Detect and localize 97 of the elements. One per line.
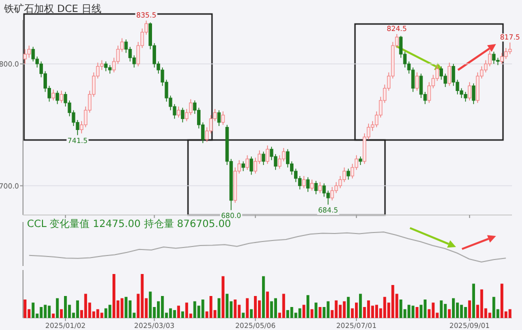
bar xyxy=(258,300,261,318)
bar xyxy=(266,292,269,318)
candlestick xyxy=(500,52,504,64)
candlestick xyxy=(342,167,346,182)
bar xyxy=(128,300,132,318)
bar xyxy=(448,309,451,318)
candlestick xyxy=(246,154,250,170)
candlestick xyxy=(415,72,419,92)
bar xyxy=(161,296,164,318)
bar xyxy=(242,312,245,318)
bar xyxy=(318,307,322,318)
candlestick xyxy=(310,179,314,192)
bar xyxy=(120,298,124,318)
candlestick xyxy=(448,62,452,86)
bar xyxy=(218,298,220,318)
bar xyxy=(112,274,116,318)
candlestick xyxy=(346,168,350,180)
bar xyxy=(375,304,378,318)
candlestick xyxy=(286,148,290,168)
bar xyxy=(310,309,314,318)
bar xyxy=(508,309,512,318)
candlestick xyxy=(242,160,245,172)
candlestick xyxy=(318,182,322,194)
bar xyxy=(104,308,108,318)
bar xyxy=(52,314,55,318)
bar xyxy=(367,300,370,318)
candlestick xyxy=(180,107,184,123)
bar xyxy=(169,308,172,318)
candlestick xyxy=(221,111,225,126)
candlestick xyxy=(306,176,310,192)
candlestick xyxy=(52,89,56,101)
candlestick xyxy=(189,98,192,116)
bar xyxy=(226,294,228,318)
candlestick xyxy=(60,90,64,104)
bar xyxy=(452,298,455,318)
candlestick xyxy=(427,82,431,104)
bar xyxy=(64,296,67,318)
bar xyxy=(76,300,79,318)
bar xyxy=(274,298,277,318)
candlestick xyxy=(262,151,266,166)
candlestick xyxy=(314,180,318,195)
candlestick xyxy=(104,61,108,72)
candlestick xyxy=(464,92,468,102)
bar xyxy=(326,301,330,318)
bar xyxy=(399,300,402,318)
candlestick xyxy=(468,82,472,101)
candlestick xyxy=(472,82,476,104)
candlestick xyxy=(23,48,27,64)
candlestick xyxy=(254,157,258,174)
candlestick xyxy=(488,50,492,67)
chart-title: 铁矿石加权 DCE 日线 xyxy=(3,3,102,15)
candlestick xyxy=(250,156,254,176)
bar xyxy=(250,309,253,318)
bar xyxy=(60,309,63,318)
text: CCL 变化量值 12475.00 持仓量 876705.00 xyxy=(27,218,232,230)
bar xyxy=(124,296,128,318)
bar xyxy=(412,306,414,318)
bar xyxy=(108,304,112,318)
candlestick xyxy=(492,51,496,64)
candlestick xyxy=(56,90,60,104)
bar xyxy=(359,294,362,318)
candlestick xyxy=(508,42,512,55)
bar xyxy=(472,284,476,318)
candlestick xyxy=(27,45,31,58)
bar xyxy=(100,312,104,318)
bar xyxy=(210,296,212,318)
bar xyxy=(32,302,35,318)
bar xyxy=(181,311,184,318)
bar xyxy=(24,300,26,318)
bar xyxy=(500,284,504,318)
candlestick xyxy=(278,154,282,170)
candlestick xyxy=(330,186,334,201)
bar xyxy=(177,306,180,318)
bar xyxy=(270,301,273,318)
candlestick xyxy=(302,176,306,189)
bar xyxy=(468,300,471,318)
bar xyxy=(460,304,463,318)
bar xyxy=(222,276,224,318)
bar xyxy=(306,295,310,318)
bar xyxy=(84,294,88,318)
bar xyxy=(488,312,492,318)
bar xyxy=(424,300,427,318)
bar xyxy=(416,307,418,318)
bar xyxy=(56,298,59,318)
bar xyxy=(254,296,257,318)
bar xyxy=(408,304,410,318)
bar xyxy=(96,309,100,318)
bar xyxy=(302,304,306,318)
candlestick xyxy=(440,66,443,80)
bar xyxy=(464,307,467,318)
bar xyxy=(48,306,51,318)
candlestick xyxy=(176,106,180,118)
bar xyxy=(262,276,265,318)
bar xyxy=(354,302,358,318)
bar xyxy=(314,302,318,318)
bar xyxy=(201,300,204,318)
bar xyxy=(173,310,176,318)
